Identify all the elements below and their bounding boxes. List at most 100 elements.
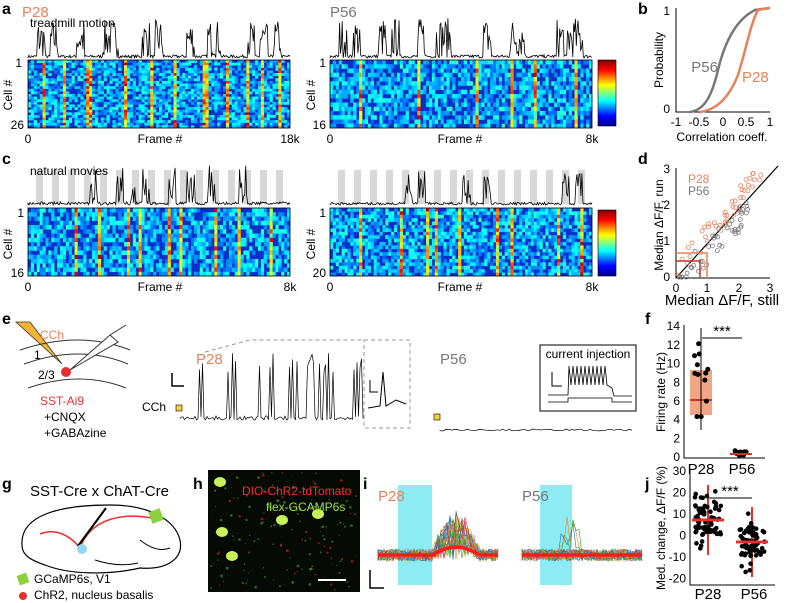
heatmap-cell (414, 89, 418, 95)
heatmap-cell (231, 242, 235, 247)
heatmap-cell (402, 115, 406, 120)
heatmap-cell (83, 70, 87, 74)
heatmap-cell (405, 214, 409, 219)
heatmap-cell (94, 78, 99, 82)
heatmap-cell (124, 73, 128, 76)
heatmap-cell (586, 252, 590, 256)
heatmap-cell (402, 106, 406, 112)
heatmap-cell (278, 107, 282, 110)
stimulus-bar (100, 170, 107, 204)
heatmap-cell (446, 77, 450, 82)
heatmap-cell (423, 252, 427, 256)
heatmap-cell (237, 101, 241, 105)
heatmap-cell (536, 60, 540, 65)
heatmap-cell (176, 242, 180, 247)
heatmap-cell (455, 221, 459, 226)
heatmap-cell (39, 254, 43, 260)
heatmap-cell (507, 252, 511, 256)
heatmap-cell (287, 122, 291, 126)
heatmap-cell (481, 269, 485, 273)
heatmap-cell (126, 117, 131, 121)
heatmap-cell (478, 218, 482, 222)
heatmap-cell (495, 89, 500, 95)
heatmap-cell (65, 263, 70, 268)
heatmap-cell (109, 78, 113, 82)
heatmap-cell (341, 245, 345, 250)
heatmap-cell (525, 255, 529, 260)
heatmap-cell (478, 94, 482, 99)
heatmap-cell (417, 228, 421, 233)
heatmap-cell (281, 60, 285, 63)
heatmap-cell (533, 242, 537, 246)
heatmap-cell (100, 109, 104, 113)
heatmap-cell (170, 216, 174, 222)
heatmap-cell (478, 245, 482, 250)
heatmap-cell (414, 269, 418, 273)
heatmap-cell (62, 125, 67, 129)
heatmap-cell (103, 225, 107, 230)
heatmap-cell (370, 245, 374, 250)
heatmap-cell (65, 242, 70, 247)
heatmap-cell (150, 229, 154, 234)
heatmap-cell (100, 88, 104, 92)
heatmap-cell (417, 265, 421, 270)
heatmap-cell (231, 120, 235, 124)
heatmap-cell (516, 60, 520, 65)
heatmap-cell (437, 272, 441, 277)
heatmap-cell (109, 233, 113, 239)
heatmap-cell (225, 104, 230, 108)
heatmap-cell (469, 259, 473, 263)
heatmap-cell (359, 248, 363, 253)
heatmap-cell (173, 233, 177, 239)
heatmap-cell (493, 68, 497, 74)
heatmap-cell (260, 94, 265, 97)
heatmap-cell (103, 112, 107, 116)
heatmap-cell (144, 263, 148, 268)
heatmap-cell (214, 271, 218, 277)
heatmap-cell (126, 271, 131, 277)
heatmap-cell (132, 96, 137, 100)
heatmap-cell (341, 81, 345, 86)
heatmap-cell (208, 114, 212, 118)
heatmap-cell (347, 68, 351, 74)
heatmap-cell (138, 220, 142, 226)
heatmap-cell (225, 125, 230, 129)
heatmap-cell (65, 220, 70, 226)
heatmap-cell (249, 212, 253, 217)
heatmap-cell (48, 67, 52, 71)
heatmap-cell (507, 238, 511, 243)
heatmap-cell (536, 238, 540, 243)
heatmap-cell (356, 102, 360, 108)
heatmap-cell (39, 109, 43, 113)
heatmap-cell (150, 94, 154, 97)
heatmap-cell (530, 235, 535, 239)
heatmap-cell (234, 122, 238, 126)
heatmap-cell (144, 125, 148, 129)
heatmap-cell (481, 238, 485, 243)
heatmap-cell (252, 67, 256, 71)
heatmap-cell (80, 67, 84, 71)
heatmap-cell (504, 262, 508, 267)
heatmap-cell (332, 119, 337, 125)
heatmap-cell (466, 64, 471, 69)
heatmap-cell (144, 78, 148, 82)
heatmap-cell (65, 101, 70, 105)
heatmap-cell (548, 225, 552, 229)
heatmap-cell (48, 271, 52, 277)
heatmap-cell (385, 221, 389, 226)
heatmap-cell (60, 99, 64, 103)
heatmap-cell (516, 81, 520, 86)
heatmap-cell (260, 70, 265, 74)
heatmap-cell (463, 77, 468, 82)
heatmap-cell (335, 211, 340, 216)
heatmap-cell (170, 233, 174, 239)
heatmap-cell (367, 123, 372, 129)
heatmap-cell (65, 122, 70, 126)
heatmap-cell (65, 216, 70, 222)
heatmap-cell (211, 101, 215, 105)
heatmap-cell (373, 265, 377, 270)
heatmap-cell (39, 220, 43, 226)
heatmap-cell (159, 259, 163, 264)
heatmap-cell (373, 94, 377, 99)
heatmap-cell (74, 250, 78, 256)
